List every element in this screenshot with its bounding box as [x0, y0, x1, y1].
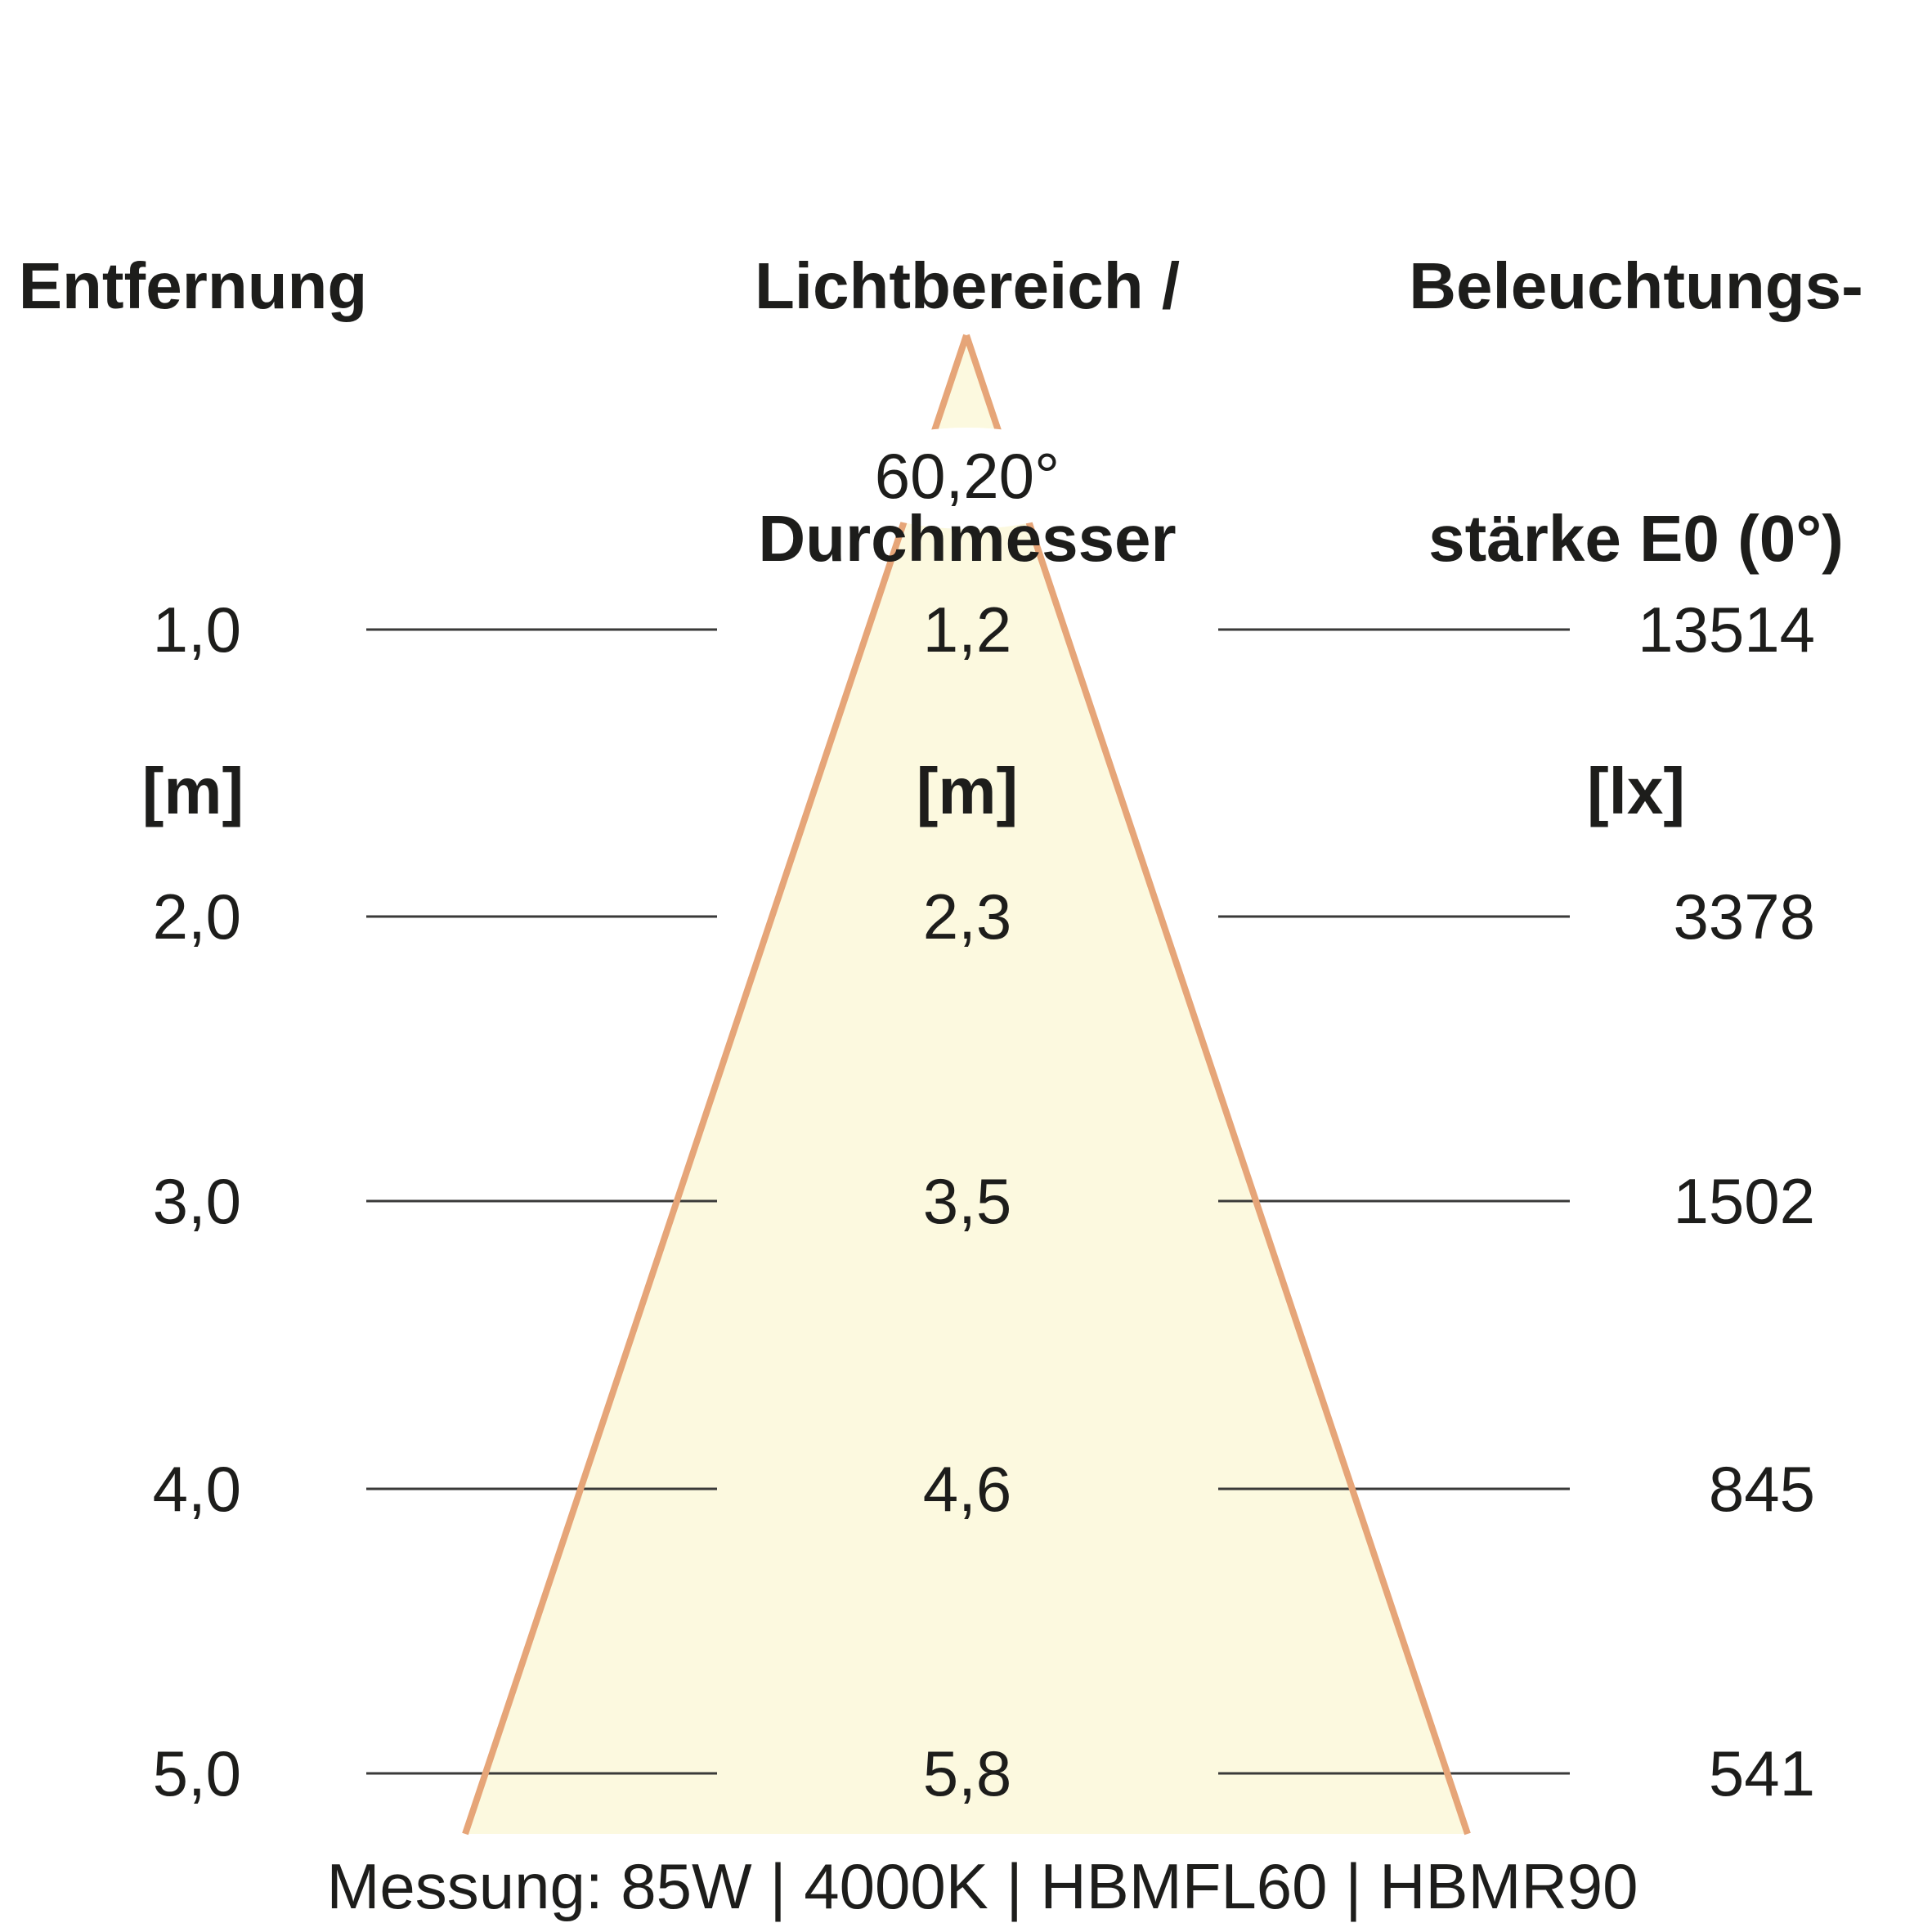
light-cone-fill: [465, 335, 1468, 1834]
beam-angle-value: 60,20°: [874, 440, 1060, 512]
column-header-lichtbereich: Lichtbereich / Durchmesser [m]: [681, 75, 1253, 1002]
distance-value-2: 2,0: [152, 881, 241, 953]
column-header-beleuchtungsstaerke: Beleuchtungs- stärke E0 (0°) [lx]: [1391, 75, 1881, 1002]
column-header-beleuchtungsstaerke-line2: stärke E0 (0°): [1428, 502, 1844, 575]
column-unit-lichtbereich: [m]: [916, 755, 1019, 827]
column-header-lichtbereich-line2: Durchmesser: [758, 502, 1177, 575]
illuminance-value-3: 1502: [1673, 1165, 1815, 1237]
column-header-lichtbereich-line1: Lichtbereich /: [754, 249, 1181, 322]
diameter-value-2: 2,3: [922, 881, 1012, 953]
column-unit-beleuchtungsstaerke: [lx]: [1587, 755, 1685, 827]
diameter-value-4: 4,6: [922, 1453, 1012, 1525]
illuminance-value-4: 845: [1708, 1453, 1815, 1525]
illuminance-value-1: 13514: [1638, 594, 1815, 666]
measurement-note: Messung: 85W | 4000K | HBMFL60 | HBMR90: [326, 1850, 1638, 1922]
distance-value-1: 1,0: [152, 594, 241, 666]
illuminance-value-5: 541: [1708, 1737, 1815, 1809]
column-unit-entfernung: [m]: [141, 755, 244, 827]
diameter-value-5: 5,8: [922, 1737, 1012, 1809]
diameter-value-3: 3,5: [922, 1165, 1012, 1237]
distance-value-3: 3,0: [152, 1165, 241, 1237]
column-header-entfernung-line1: Entfernung: [18, 249, 368, 322]
distance-value-5: 5,0: [152, 1737, 241, 1809]
column-header-beleuchtungsstaerke-line1: Beleuchtungs-: [1409, 249, 1863, 322]
column-header-entfernung-line2: [0, 496, 386, 580]
light-cone-right-edge: [963, 334, 1471, 1836]
light-cone-left-edge: [462, 334, 970, 1836]
column-header-entfernung: Entfernung [m]: [0, 75, 386, 1002]
beam-angle-label-background: [836, 428, 1098, 529]
illuminance-value-2: 3378: [1673, 881, 1815, 953]
diameter-value-1: 1,2: [922, 594, 1012, 666]
distance-value-4: 4,0: [152, 1453, 241, 1525]
